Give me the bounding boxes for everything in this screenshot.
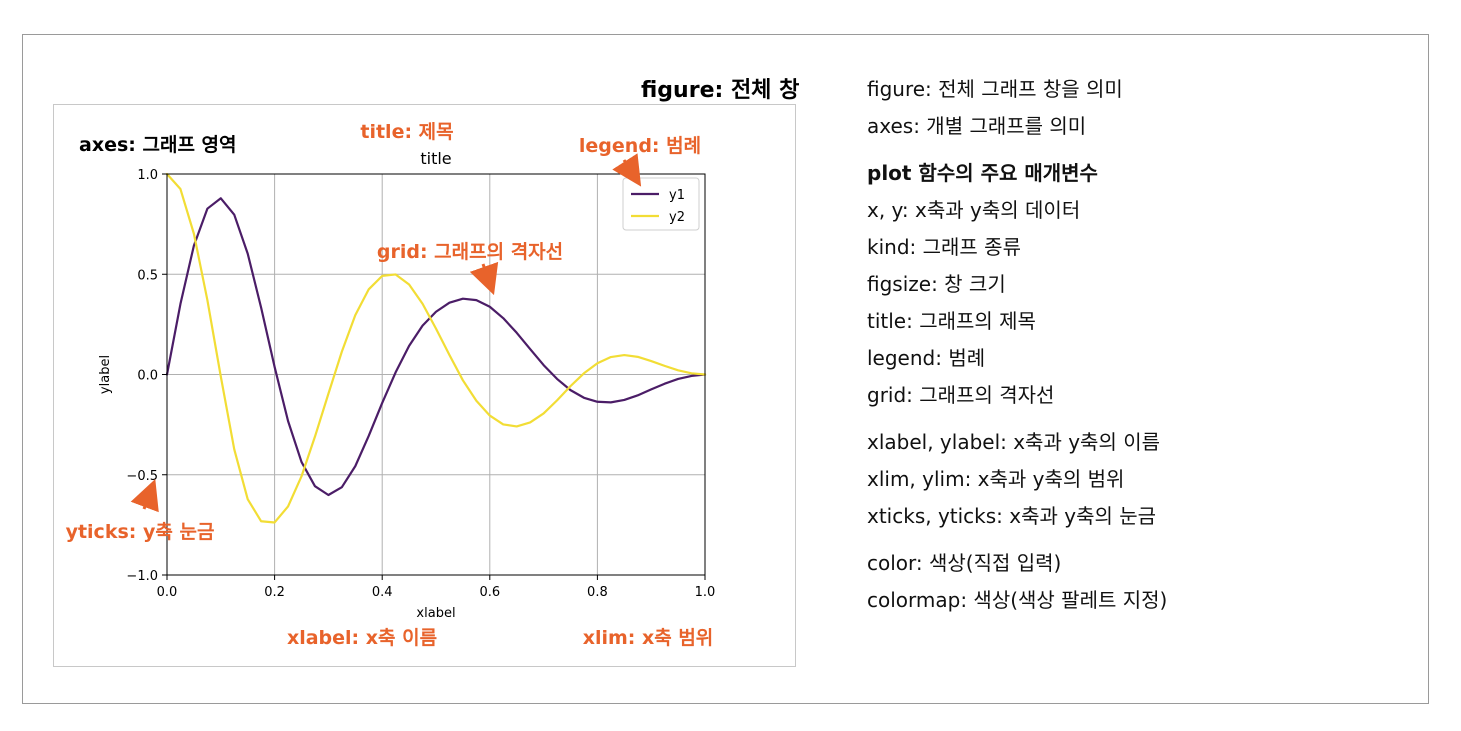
- y-tick-label: 0.5: [137, 268, 158, 283]
- series-line-y1: [165, 197, 707, 497]
- desc-param-grid: grid: 그래프의 격자선: [867, 383, 1055, 407]
- desc-axes: axes: 개별 그래프를 의미: [867, 114, 1087, 138]
- desc-param-ticks: xticks, yticks: x축과 y축의 눈금: [867, 504, 1157, 528]
- legend-arrow-icon: [612, 153, 642, 187]
- outer-frame: [22, 34, 1429, 704]
- desc-param-title: title: 그래프의 제목: [867, 309, 1036, 333]
- annotation-xlim: xlim: x축 범위: [583, 627, 714, 649]
- y-tick-label: 1.0: [137, 168, 158, 183]
- desc-param-lims: xlim, ylim: x축과 y축의 범위: [867, 467, 1125, 491]
- figure-label: figure: 전체 창: [641, 78, 800, 103]
- desc-param-kind: kind: 그래프 종류: [867, 235, 1021, 259]
- desc-param-labels: xlabel, ylabel: x축과 y축의 이름: [867, 430, 1161, 454]
- annotation-layer: axes: 그래프 영역 title: 제목 legend: 범례 grid: 그래프…: [66, 121, 714, 649]
- legend-label-y1: y1: [669, 188, 685, 203]
- annotation-axes: axes: 그래프 영역: [79, 134, 237, 156]
- annotation-title: title: 제목: [360, 121, 453, 143]
- series-line-y2: [165, 172, 707, 524]
- y-tick-label: −1.0: [126, 569, 158, 584]
- y-tick-label: −0.5: [126, 469, 158, 484]
- grid-layer: [166, 173, 706, 576]
- description-panel: figure: 전체 그래프 창을 의미 axes: 개별 그래프를 의미 pl…: [867, 74, 1407, 622]
- x-tick-label: 0.8: [587, 585, 608, 600]
- desc-param-figsize: figsize: 창 크기: [867, 272, 1006, 296]
- x-tick-label: 0.4: [372, 585, 393, 600]
- axes-layer: 0.0 0.2 0.4 0.6 0.8 1.0 1.0 0.5 0.0 −0.5 −1.0 title…: [98, 149, 715, 621]
- annotation-legend: legend: 범례: [579, 135, 701, 157]
- x-axis-label: xlabel: [416, 606, 455, 621]
- series-layer: [165, 172, 707, 524]
- legend-box: [622, 177, 700, 231]
- chart-title: title: [420, 149, 451, 168]
- desc-heading: plot 함수의 주요 매개변수: [867, 161, 1098, 185]
- annotation-yticks: yticks: y축 눈금: [66, 521, 215, 543]
- x-tick-label: 0.2: [264, 585, 285, 600]
- x-tick-label: 0.6: [479, 585, 500, 600]
- y-axis-label: ylabel: [98, 355, 113, 394]
- y-tick-label: 0.0: [137, 369, 158, 384]
- grid-arrow-icon: [469, 261, 499, 296]
- desc-param-colormap: colormap: 색상(색상 팔레트 지정): [867, 588, 1168, 612]
- x-tick-label: 0.0: [157, 585, 178, 600]
- desc-param-xy: x, y: x축과 y축의 데이터: [867, 198, 1081, 222]
- desc-param-legend: legend: 범례: [867, 346, 986, 370]
- x-tick-label: 1.0: [695, 585, 716, 600]
- legend-label-y2: y2: [669, 210, 685, 225]
- desc-figure: figure: 전체 그래프 창을 의미: [867, 77, 1123, 101]
- yticks-arrow-icon: [130, 478, 159, 513]
- desc-param-color: color: 색상(직접 입력): [867, 551, 1062, 575]
- annotation-grid: grid: 그래프의 격자선: [377, 241, 563, 263]
- annotation-xlabel: xlabel: x축 이름: [287, 627, 437, 649]
